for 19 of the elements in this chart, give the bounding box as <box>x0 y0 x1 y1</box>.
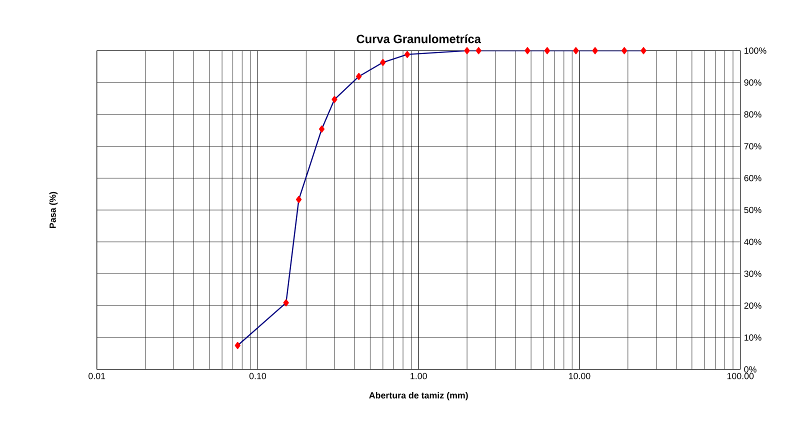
y-tick-label: 70% <box>744 143 762 150</box>
y-axis-title: Pasa (%) <box>49 192 58 228</box>
x-axis-title: Abertura de tamiz (mm) <box>369 392 468 400</box>
y-tick-label: 30% <box>744 270 762 277</box>
x-tick-label: 100.00 <box>727 372 754 380</box>
y-tick-label: 50% <box>744 206 762 214</box>
y-tick-label: 20% <box>744 302 762 309</box>
y-tick-label: 60% <box>744 174 762 182</box>
y-tick-label: 90% <box>744 79 762 86</box>
y-tick-label: 80% <box>744 111 762 118</box>
y-tick-label: 40% <box>744 238 762 246</box>
x-tick-label: 1.00 <box>410 372 427 380</box>
x-tick-label: 0.10 <box>249 372 266 380</box>
x-tick-label: 10.00 <box>569 372 590 380</box>
y-tick-label: 10% <box>744 334 762 341</box>
x-tick-label: 0.01 <box>88 372 106 380</box>
y-tick-label: 100% <box>744 47 766 54</box>
y-tick-label: 0% <box>744 366 756 373</box>
chart-title: Curva Granulometríca <box>356 34 482 44</box>
